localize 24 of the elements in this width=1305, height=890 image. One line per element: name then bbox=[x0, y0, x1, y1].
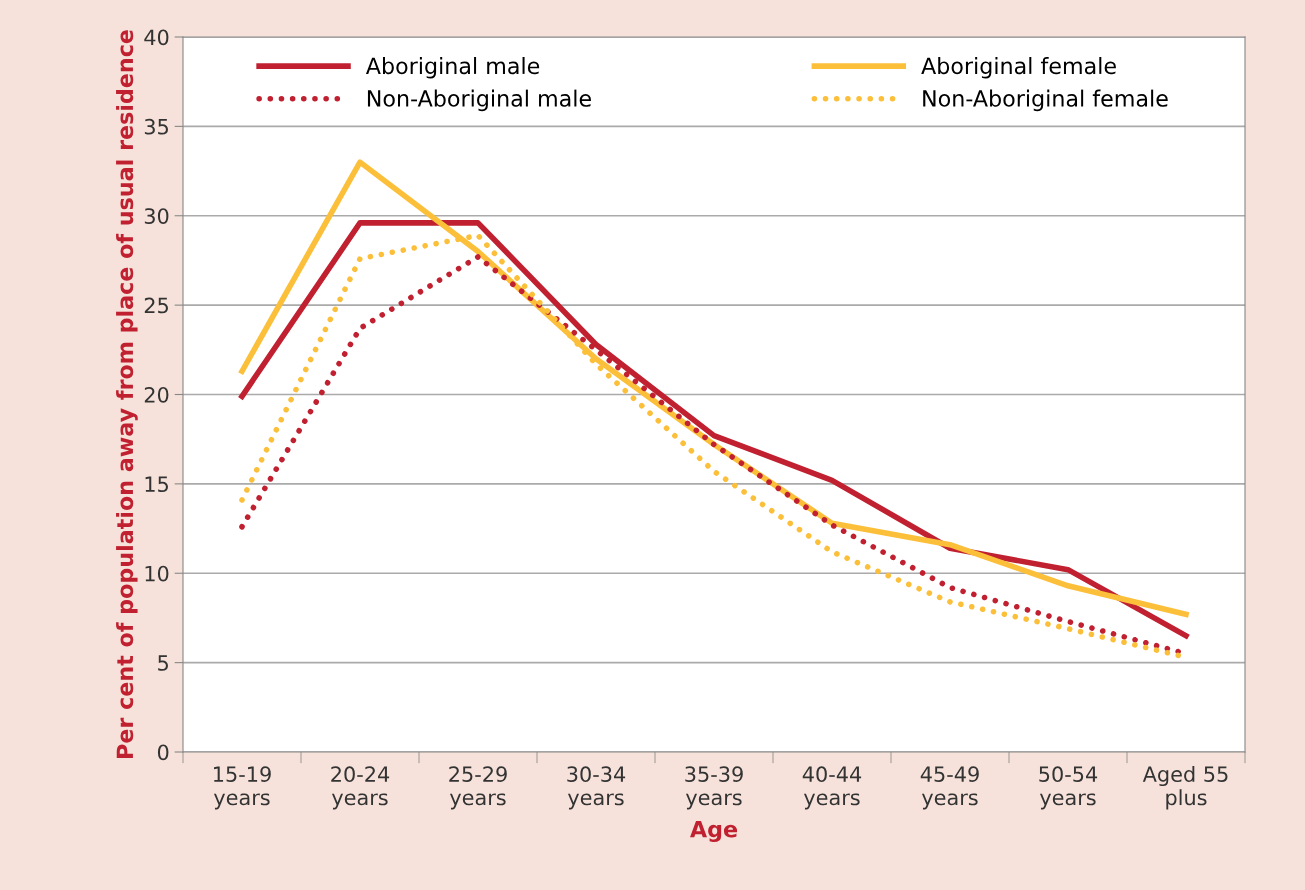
legend-label: Aboriginal male bbox=[365, 57, 540, 79]
x-tick-label: 50-54 years bbox=[1039, 766, 1098, 810]
y-tick-label: 20 bbox=[144, 386, 169, 403]
y-tick-label: 10 bbox=[145, 565, 169, 582]
y-tick-label: 40 bbox=[144, 29, 169, 46]
y-tick-label: 35 bbox=[144, 118, 168, 135]
x-tick-label: Aged 55 plus bbox=[1142, 765, 1228, 810]
x-tick-label: 30-34 years bbox=[567, 766, 626, 810]
x-tick-label: 15-19 years bbox=[213, 766, 271, 810]
legend-label: Non-Aboriginal female bbox=[923, 89, 1168, 112]
x-tick-label: 40-44 years bbox=[802, 766, 862, 810]
x-tick-label: 35-39 years bbox=[685, 766, 743, 810]
x-tick-label: 20-24 years bbox=[331, 766, 390, 810]
y-tick-label: 0 bbox=[157, 744, 169, 761]
y-tick-label: 15 bbox=[145, 476, 168, 493]
y-tick-label: 30 bbox=[144, 208, 169, 224]
y-axis-title: Per cent of population away from place of usual residence bbox=[116, 30, 138, 758]
y-tick-label: 5 bbox=[158, 655, 168, 671]
x-tick-label: 25-29 years bbox=[449, 766, 507, 810]
y-tick-label: 25 bbox=[144, 297, 168, 314]
legend-label: Non-Aboriginal male bbox=[367, 89, 591, 112]
x-axis-title: Age bbox=[690, 821, 738, 842]
x-tick-label: 45-49 years bbox=[920, 766, 979, 810]
legend-label: Aboriginal female bbox=[921, 57, 1116, 79]
